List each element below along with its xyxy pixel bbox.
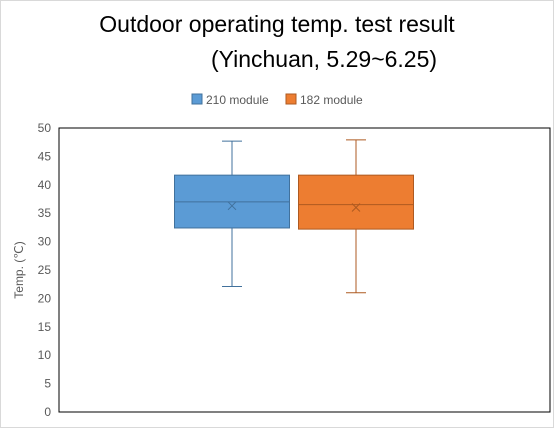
chart-title-line-2: (Yinchuan, 5.29~6.25) xyxy=(211,46,437,72)
y-tick-label: 0 xyxy=(44,405,51,419)
legend: 210 module 182 module xyxy=(191,93,363,107)
y-tick-label: 20 xyxy=(38,291,52,305)
mean-marker xyxy=(227,201,237,211)
y-tick-label: 50 xyxy=(38,121,52,135)
y-tick-label: 35 xyxy=(38,206,52,220)
legend-label: 210 module xyxy=(206,93,269,107)
y-tick-label: 5 xyxy=(44,377,51,391)
legend-swatch xyxy=(191,93,203,105)
y-tick-label: 30 xyxy=(38,235,52,249)
iqr-box xyxy=(298,174,414,230)
y-tick-label: 10 xyxy=(38,348,52,362)
y-axis-label: Temp. (℃) xyxy=(12,241,26,298)
y-tick-label: 45 xyxy=(38,149,52,163)
box-1 xyxy=(298,139,414,294)
plot-area xyxy=(58,127,551,413)
mean-marker xyxy=(351,203,361,212)
legend-swatch xyxy=(285,93,297,105)
y-axis: 0 5 10 15 20 25 30 35 40 45 50 xyxy=(38,121,52,419)
y-tick-label: 40 xyxy=(38,178,52,192)
legend-label: 182 module xyxy=(300,93,363,107)
y-tick-label: 15 xyxy=(38,320,52,334)
box-0 xyxy=(174,140,290,287)
chart-title-line-1: Outdoor operating temp. test result xyxy=(99,11,455,37)
boxes-group xyxy=(174,139,414,294)
y-tick-label: 25 xyxy=(38,263,52,277)
